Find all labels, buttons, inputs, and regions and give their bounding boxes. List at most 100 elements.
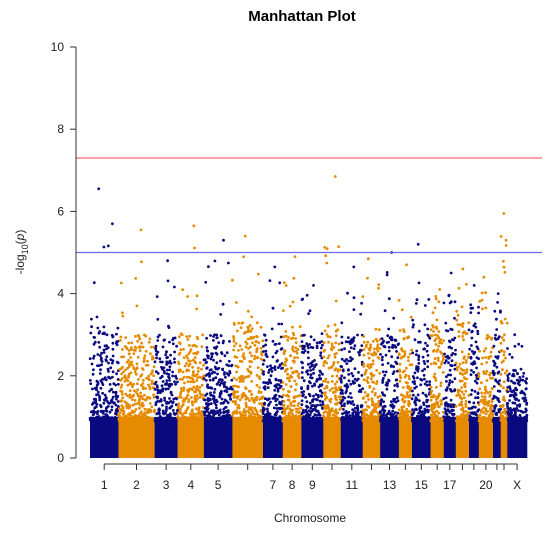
snp-point [425, 405, 429, 408]
snp-point [230, 387, 234, 391]
snp-point [198, 375, 202, 379]
snp-point [335, 419, 339, 423]
snp-point [145, 376, 149, 380]
top-snp-point [222, 238, 225, 242]
snp-point [321, 403, 325, 406]
y-tick-label: 10 [51, 40, 65, 54]
snp-point [315, 419, 319, 423]
snp-point [434, 419, 438, 423]
snp-point [477, 311, 480, 315]
snp-point [371, 359, 375, 363]
snp-point [207, 416, 211, 420]
snp-point [191, 414, 195, 418]
snp-point [177, 395, 181, 399]
snp-point [249, 370, 253, 374]
snp-point [426, 354, 430, 357]
snp-point [402, 418, 406, 422]
snp-point [517, 417, 521, 421]
snp-point [185, 335, 189, 338]
snp-point [242, 355, 246, 359]
snp-point [218, 395, 222, 399]
snp-point [353, 409, 356, 413]
y-axis-title-prefix: -log [13, 254, 27, 274]
snp-point [407, 374, 411, 378]
snp-point [213, 365, 217, 369]
snp-point [147, 410, 151, 413]
snp-point [493, 362, 497, 365]
chromosome-base-band-3 [154, 416, 178, 458]
snp-point [346, 336, 350, 339]
snp-point [223, 398, 227, 402]
chromosome-base-band-7 [263, 416, 283, 458]
snp-point [432, 361, 436, 365]
snp-point [163, 416, 167, 420]
snp-point [478, 299, 482, 303]
x-tick-label: 7 [270, 478, 277, 492]
snp-point [261, 410, 265, 413]
snp-point [480, 298, 484, 302]
snp-point [205, 346, 209, 349]
snp-point [242, 376, 246, 380]
snp-point [440, 402, 443, 406]
snp-point [216, 372, 219, 376]
y-tick-label: 2 [57, 369, 64, 383]
snp-point [91, 372, 95, 376]
snp-point [460, 390, 464, 394]
snp-point [261, 362, 265, 366]
snp-point [357, 371, 360, 374]
snp-point [352, 296, 356, 300]
top-snp-point [293, 255, 297, 258]
snp-point [103, 344, 107, 348]
snp-point [508, 387, 512, 391]
snp-point [356, 406, 360, 410]
snp-point [247, 325, 251, 329]
snp-point [213, 387, 217, 391]
snp-point [512, 393, 515, 397]
snp-point [325, 386, 329, 389]
snp-point [458, 323, 462, 327]
snp-point [513, 401, 517, 405]
snp-point [143, 354, 147, 358]
snp-point [300, 340, 304, 343]
snp-point [425, 349, 429, 353]
snp-point [119, 408, 123, 412]
snp-point [460, 386, 464, 389]
snp-point [288, 304, 292, 308]
snp-point [133, 399, 137, 402]
snp-point [418, 399, 421, 402]
snp-point [353, 344, 357, 347]
snp-point [494, 355, 498, 359]
snp-point [273, 395, 276, 399]
snp-point [372, 339, 375, 343]
snp-point [473, 322, 477, 326]
snp-point [104, 407, 108, 410]
snp-point [439, 384, 443, 387]
snp-point [477, 408, 481, 412]
snp-point [446, 386, 449, 390]
snp-point [186, 356, 189, 360]
snp-point [508, 353, 512, 356]
snp-point [386, 361, 390, 365]
snp-point [444, 396, 448, 400]
snp-point [94, 405, 98, 409]
snp-point [180, 412, 184, 416]
snp-point [479, 400, 483, 403]
snp-point [516, 409, 520, 412]
snp-point [371, 401, 375, 404]
snp-point [101, 391, 104, 395]
snp-point [285, 368, 288, 372]
snp-point [287, 390, 290, 393]
snp-point [170, 383, 174, 386]
snp-point [365, 408, 368, 412]
snp-point [258, 386, 261, 389]
chromosome-base-band-1 [90, 416, 119, 458]
snp-point [428, 387, 431, 391]
snp-point [367, 352, 370, 355]
snp-point [423, 362, 427, 365]
snp-point [92, 281, 96, 285]
snp-point [495, 365, 499, 369]
snp-point [369, 363, 372, 366]
snp-point [369, 345, 373, 349]
snp-point [351, 380, 355, 383]
snp-point [102, 398, 106, 402]
